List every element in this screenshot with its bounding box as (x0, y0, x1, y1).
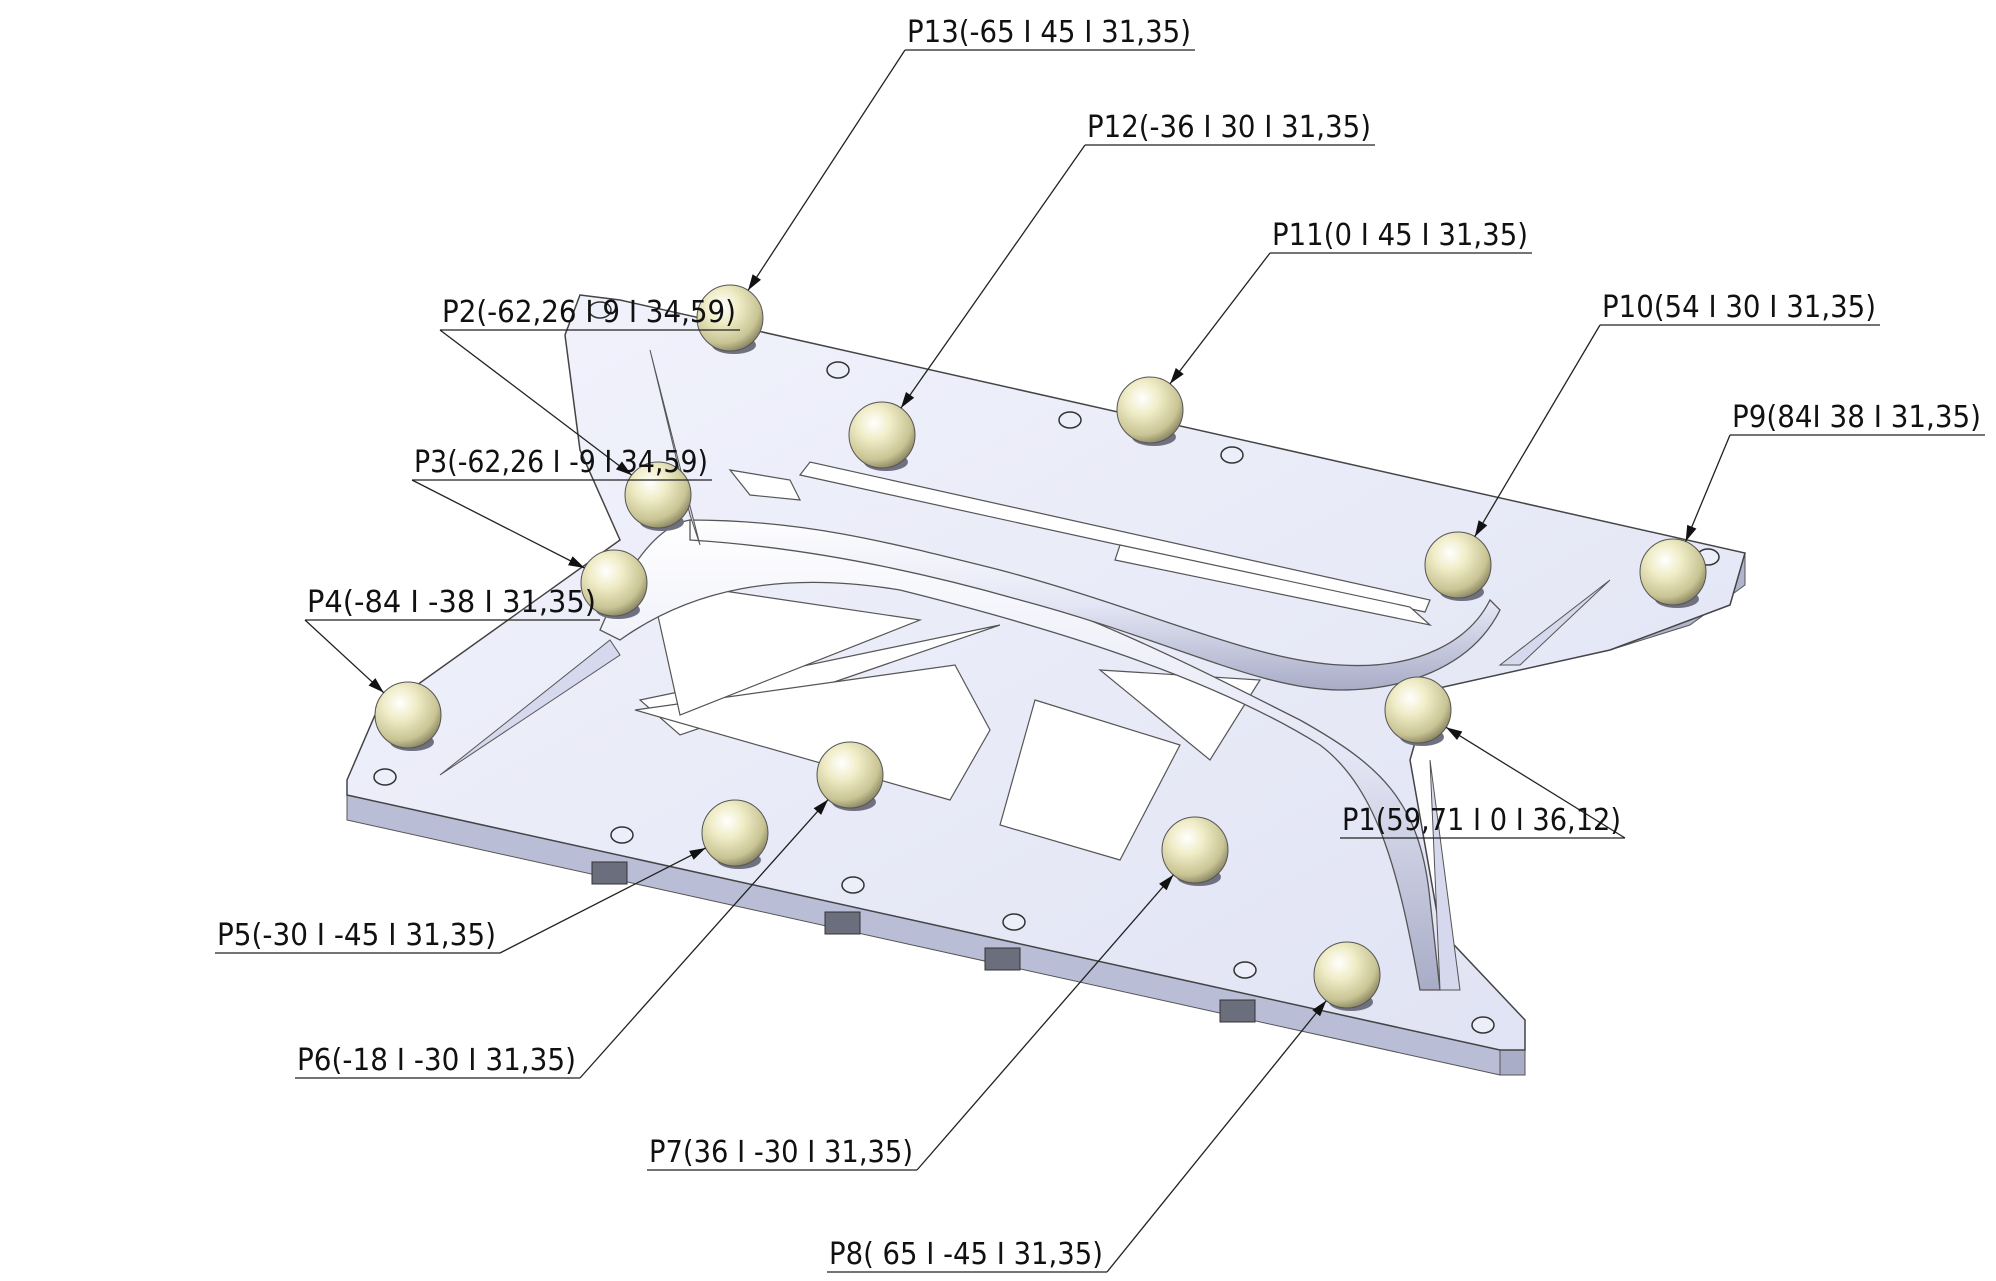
plate-window (649, 579, 923, 716)
reference-sphere-p2 (624, 461, 692, 529)
callout-label-p10: P10(54 I 30 I 31,35) (1602, 290, 1876, 325)
mounting-hole (373, 768, 397, 786)
reference-sphere-p8 (1313, 941, 1381, 1009)
mounting-hole (1058, 411, 1082, 429)
callout-leader-line (900, 144, 1086, 409)
reference-spheres (374, 284, 1707, 1011)
mounting-hole (610, 826, 634, 844)
callout-arrowhead (1170, 368, 1184, 384)
reference-sphere-p1 (1384, 676, 1452, 744)
callout-label-p4: P4(-84 I -38 I 31,35) (307, 585, 596, 620)
callout-label-p1: P1(59,71 I 0 I 36,12) (1342, 803, 1621, 838)
callout-leader-line (579, 799, 829, 1079)
callout-arrowhead (1685, 524, 1697, 542)
plate-foot (984, 947, 1021, 971)
mounting-hole (1002, 913, 1026, 931)
reference-sphere-p10 (1424, 531, 1492, 599)
callout-label-p6: P6(-18 I -30 I 31,35) (297, 1043, 576, 1078)
callout-leader-line (1106, 1000, 1327, 1273)
callout-leader-line (1445, 726, 1626, 839)
reference-sphere-p5 (701, 799, 769, 867)
mounting-hole (826, 361, 850, 379)
mounting-hole (841, 876, 865, 894)
callout-arrowhead (1312, 1000, 1327, 1017)
plate-rib (689, 519, 1501, 691)
plate-window (728, 469, 802, 501)
callout-arrowhead (900, 391, 915, 408)
plate-foot (1219, 999, 1256, 1023)
fixture-plate (346, 294, 1746, 1076)
plate-chamfer (1429, 759, 1461, 991)
callout-arrowhead (1446, 727, 1463, 741)
reference-sphere-p7 (1161, 816, 1229, 884)
callout-arrowhead (568, 556, 585, 569)
mounting-holes (373, 301, 1720, 1034)
reference-sphere-p6 (816, 741, 884, 809)
callout-leader-line (1169, 252, 1271, 385)
callout-leader-line (1474, 324, 1601, 537)
callout-arrowhead (1159, 874, 1174, 891)
reference-sphere-p4 (374, 681, 442, 749)
callout-label-p12: P12(-36 I 30 I 31,35) (1087, 110, 1371, 145)
plate-foot (824, 911, 861, 935)
reference-sphere-p13 (696, 284, 764, 352)
callout-label-p5: P5(-30 I -45 I 31,35) (217, 918, 496, 953)
reference-sphere-p3 (580, 549, 648, 617)
callout-label-p3: P3(-62,26 I -9 I 34,59) (414, 445, 708, 480)
callout-arrowhead (1474, 520, 1488, 537)
callout-label-p8: P8( 65 I -45 I 31,35) (829, 1237, 1103, 1272)
callout-label-p7: P7(36 I -30 I 31,35) (649, 1135, 913, 1170)
mounting-hole (1220, 446, 1244, 464)
callout-arrowhead (813, 799, 829, 815)
callout-label-p13: P13(-65 I 45 I 31,35) (907, 15, 1191, 50)
mounting-hole (1471, 1016, 1495, 1034)
callout-leader-line (304, 619, 385, 694)
callout-arrowhead (689, 848, 706, 860)
mounting-hole (588, 301, 612, 319)
callout-leader-line (747, 49, 906, 291)
plate-foot (591, 861, 628, 885)
callout-arrowhead (748, 274, 761, 291)
callout-arrowhead (615, 461, 632, 476)
callout-label-p11: P11(0 I 45 I 31,35) (1272, 218, 1528, 253)
plate-chamfer (439, 639, 621, 776)
plate-window (1114, 544, 1433, 627)
callout-arrowhead (368, 678, 384, 693)
callout-leader-line (439, 329, 633, 476)
plate-window (999, 699, 1181, 861)
callout-label-p2: P2(-62,26 I 9 I 34,59) (442, 295, 736, 330)
callout-leader-line (499, 847, 706, 954)
reference-sphere-p12 (848, 401, 916, 469)
callout-layer: P1(59,71 I 0 I 36,12) P2(-62,26 I 9 I 34,… (215, 15, 1985, 1273)
callout-leader-line (1685, 434, 1731, 542)
plate-top-face (346, 294, 1746, 1051)
reference-sphere-p9 (1639, 538, 1707, 606)
mounting-hole (1233, 961, 1257, 979)
reference-sphere-p11 (1116, 376, 1184, 444)
callout-leader-line (411, 479, 585, 569)
plate-chamfer (1498, 579, 1611, 666)
callout-label-p9: P9(84I 38 I 31,35) (1732, 400, 1981, 435)
callout-leader-line (916, 874, 1174, 1171)
